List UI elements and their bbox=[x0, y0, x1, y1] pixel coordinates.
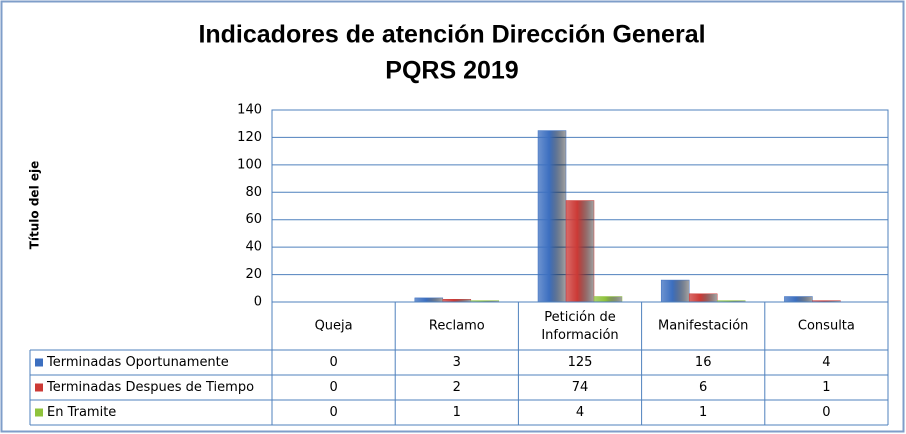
legend-key bbox=[35, 408, 43, 417]
x-tick-label: Reclamo bbox=[429, 319, 485, 334]
y-axis-label: Título del eje bbox=[28, 161, 42, 250]
bar bbox=[688, 293, 718, 303]
table-value: 1 bbox=[822, 380, 830, 395]
table-value: 4 bbox=[576, 405, 584, 420]
table-value: 0 bbox=[822, 405, 830, 420]
bar bbox=[414, 297, 444, 303]
bar bbox=[660, 279, 690, 303]
legend-label: Terminadas Oportunamente bbox=[46, 355, 229, 370]
x-tick-label-line: Información bbox=[541, 328, 618, 343]
y-tick-label: 60 bbox=[245, 212, 262, 227]
table-value: 0 bbox=[329, 380, 337, 395]
y-tick-label: 100 bbox=[237, 157, 262, 172]
table-value: 125 bbox=[568, 355, 593, 370]
y-tick-label: 120 bbox=[237, 130, 262, 145]
y-tick-label: 0 bbox=[254, 295, 262, 310]
chart-title: Indicadores de atención Dirección Genera… bbox=[198, 21, 705, 49]
table-value: 74 bbox=[572, 380, 589, 395]
chart-subtitle: PQRS 2019 bbox=[385, 57, 518, 85]
table-value: 6 bbox=[699, 380, 707, 395]
bar bbox=[565, 200, 595, 303]
x-tick-label: Consulta bbox=[798, 319, 855, 334]
x-tick-label: Manifestación bbox=[658, 319, 748, 334]
bar bbox=[593, 296, 623, 303]
bar bbox=[537, 130, 567, 303]
y-tick-label: 140 bbox=[237, 103, 262, 118]
table-value: 1 bbox=[699, 405, 707, 420]
legend-key bbox=[35, 383, 43, 392]
x-tick-label: Queja bbox=[315, 319, 353, 334]
table-value: 16 bbox=[695, 355, 712, 370]
table-value: 3 bbox=[453, 355, 461, 370]
legend-label: En Tramite bbox=[47, 405, 116, 420]
x-tick-label-line: Petición de bbox=[544, 310, 615, 325]
y-tick-label: 80 bbox=[245, 185, 262, 200]
y-tick-label: 20 bbox=[245, 267, 262, 282]
legend-key bbox=[35, 358, 43, 367]
y-tick-label: 40 bbox=[245, 240, 262, 255]
x-tick-label: Petición de Información bbox=[541, 310, 618, 343]
table-value: 0 bbox=[329, 405, 337, 420]
table-value: 1 bbox=[453, 405, 461, 420]
table-value: 0 bbox=[329, 355, 337, 370]
table-value: 2 bbox=[453, 380, 461, 395]
legend-label: Terminadas Despues de Tiempo bbox=[46, 380, 254, 395]
table-value: 4 bbox=[822, 355, 830, 370]
bar bbox=[784, 296, 813, 303]
